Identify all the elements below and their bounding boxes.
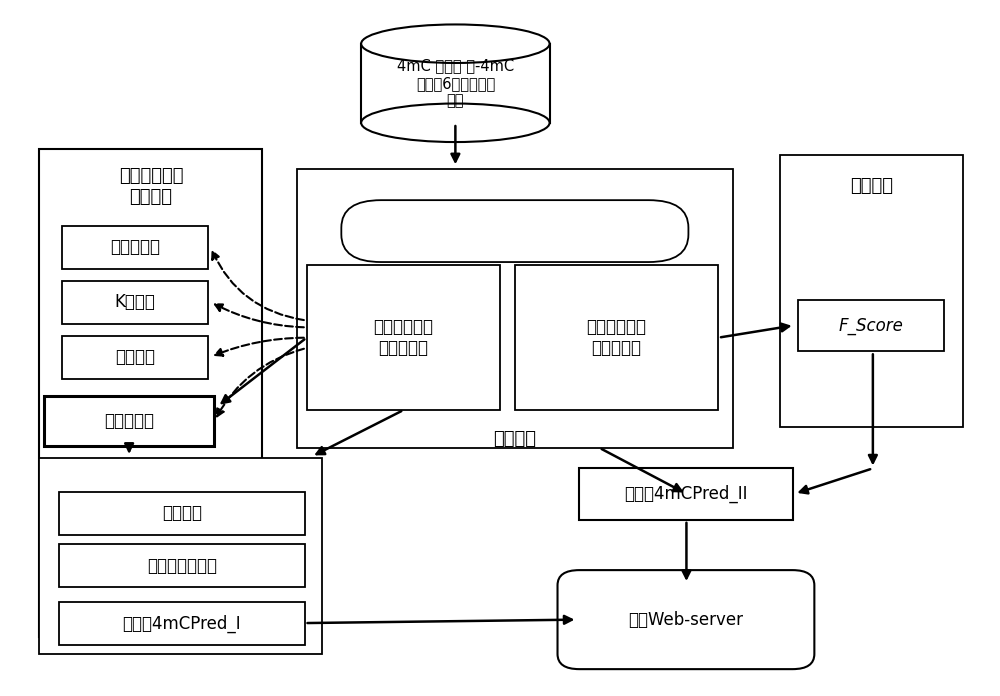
FancyBboxPatch shape — [558, 570, 814, 669]
FancyBboxPatch shape — [780, 155, 963, 427]
Text: 物种间交叉验证: 物种间交叉验证 — [147, 557, 217, 575]
Text: 特征选择: 特征选择 — [850, 177, 893, 196]
Text: 建立Web-server: 建立Web-server — [628, 610, 743, 628]
Text: 4mC 位点和 非-4mC
位点（6个基准数据
集）: 4mC 位点和 非-4mC 位点（6个基准数据 集） — [397, 58, 514, 108]
FancyArrowPatch shape — [212, 251, 304, 320]
FancyBboxPatch shape — [62, 280, 208, 324]
FancyBboxPatch shape — [798, 300, 944, 351]
FancyBboxPatch shape — [297, 169, 733, 448]
Text: 特征提取: 特征提取 — [493, 429, 536, 448]
FancyBboxPatch shape — [39, 458, 322, 654]
FancyArrowPatch shape — [215, 304, 304, 327]
Ellipse shape — [361, 104, 550, 142]
Ellipse shape — [361, 24, 550, 63]
FancyBboxPatch shape — [44, 396, 214, 445]
FancyBboxPatch shape — [307, 265, 500, 410]
Text: 朴素贝叶斯: 朴素贝叶斯 — [110, 238, 160, 256]
FancyBboxPatch shape — [59, 491, 305, 535]
Text: 三联体的平均
离子电子量: 三联体的平均 离子电子量 — [587, 318, 647, 357]
Text: 模型：4mCPred_II: 模型：4mCPred_II — [624, 485, 748, 503]
Text: 支持向量机: 支持向量机 — [104, 412, 154, 430]
FancyBboxPatch shape — [39, 148, 262, 637]
FancyBboxPatch shape — [515, 265, 718, 410]
FancyBboxPatch shape — [341, 200, 688, 262]
Text: 随机森林: 随机森林 — [115, 348, 155, 366]
FancyBboxPatch shape — [59, 544, 305, 587]
Text: 选择最优机器
学习算法: 选择最优机器 学习算法 — [119, 167, 183, 206]
FancyArrowPatch shape — [217, 349, 304, 416]
Text: F_Score: F_Score — [838, 317, 903, 335]
Text: 模型：4mCPred_I: 模型：4mCPred_I — [122, 615, 241, 633]
Text: 独立检测: 独立检测 — [162, 505, 202, 523]
Text: 三联体的位置
特异性倾向: 三联体的位置 特异性倾向 — [373, 318, 433, 357]
FancyBboxPatch shape — [62, 335, 208, 379]
FancyArrowPatch shape — [215, 338, 304, 356]
FancyBboxPatch shape — [62, 226, 208, 269]
Text: K最近邻: K最近邻 — [115, 293, 156, 311]
FancyBboxPatch shape — [579, 468, 793, 520]
FancyBboxPatch shape — [59, 602, 305, 645]
Bar — [361, 44, 550, 122]
